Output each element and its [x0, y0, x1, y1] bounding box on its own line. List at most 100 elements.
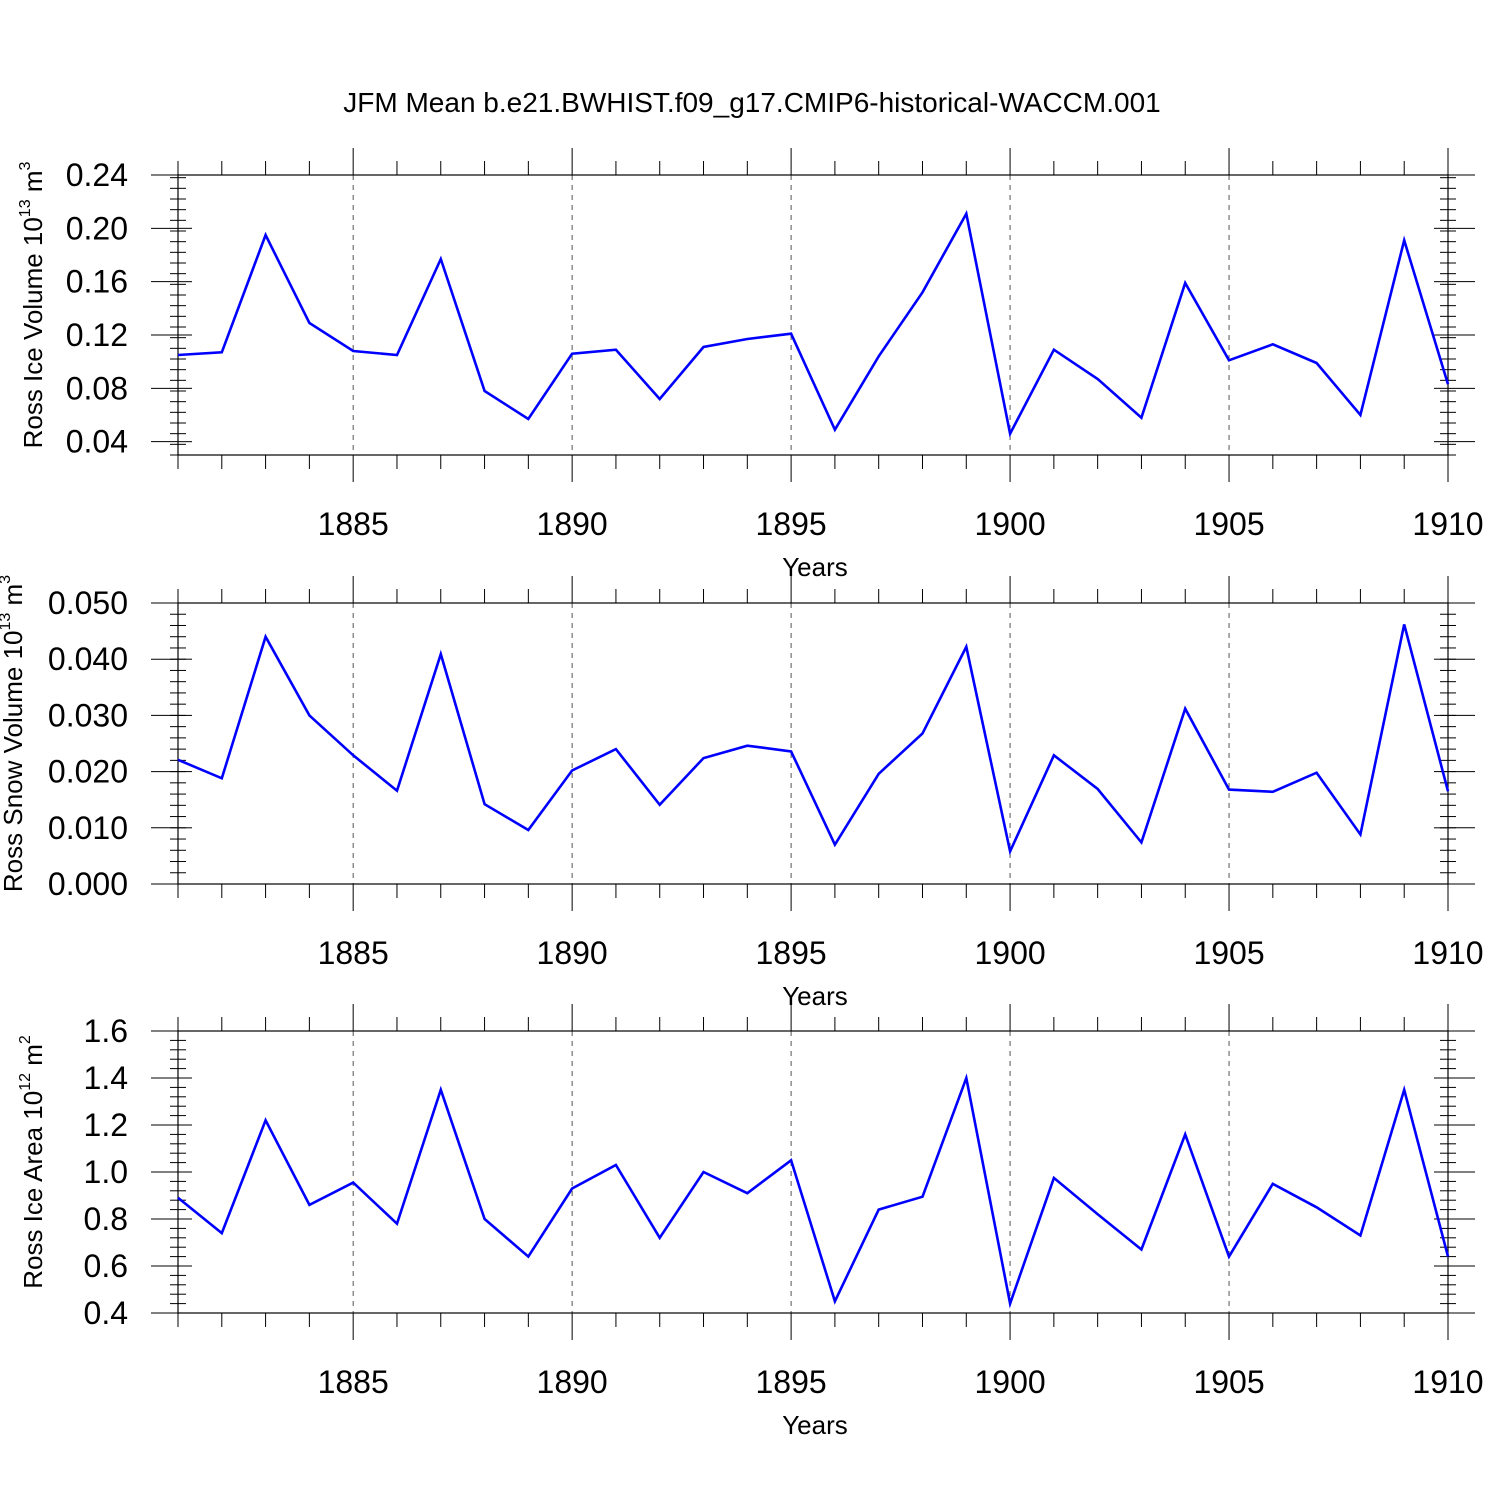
data-point: [659, 804, 660, 805]
y-axis-label-unit: m: [18, 1044, 48, 1073]
y-axis-label-unit-power: 2: [17, 1035, 34, 1044]
data-point: [922, 733, 923, 734]
data-point: [1404, 624, 1405, 625]
data-point: [791, 333, 792, 334]
data-point: [1185, 1134, 1186, 1135]
y-axis-label-unit: m: [18, 170, 48, 199]
data-point: [309, 323, 310, 324]
data-point: [834, 429, 835, 430]
data-point: [1053, 349, 1054, 350]
data-point: [747, 745, 748, 746]
data-point: [1097, 379, 1098, 380]
y-axis-label-text: Ross Ice Area 10: [18, 1091, 48, 1289]
x-tick-label: 1910: [1412, 1364, 1483, 1400]
data-point: [1010, 433, 1011, 434]
data-point: [791, 751, 792, 752]
x-tick-label: 1900: [974, 935, 1045, 971]
x-tick-label: 1885: [318, 1364, 389, 1400]
x-axis-label: Years: [782, 1410, 848, 1440]
data-point: [440, 654, 441, 655]
x-tick-label: 1890: [537, 506, 608, 542]
data-point: [1448, 1256, 1449, 1257]
y-tick-label: 0.6: [84, 1248, 128, 1284]
plot-frame: [177, 174, 1449, 456]
y-tick-label: 1.2: [84, 1107, 128, 1143]
y-tick-label: 0.000: [48, 866, 128, 902]
x-axis-label: Years: [782, 552, 848, 582]
y-tick-label: 0.24: [66, 157, 128, 193]
y-axis-label-text: Ross Snow Volume 10: [0, 631, 28, 893]
data-point: [396, 355, 397, 356]
y-axis-label: Ross Snow Volume 1013 m3: [0, 575, 28, 892]
series-line: [177, 624, 1450, 856]
chart-panel-3: 0.4 0.6 0.8 1.0 1.2 1.4 1.6 1885 1890 1895 1900 190…: [17, 1004, 1484, 1440]
x-axis-label: Years: [782, 981, 848, 1011]
data-point: [1360, 415, 1361, 416]
data-point: [572, 353, 573, 354]
data-point: [1404, 240, 1405, 241]
y-tick-label: 0.08: [66, 370, 128, 406]
data-point: [396, 1223, 397, 1224]
data-point: [1097, 789, 1098, 790]
data-point: [309, 1204, 310, 1205]
y-axis-label-text: Ross Ice Volume 10: [18, 217, 48, 448]
data-point: [966, 1078, 967, 1079]
x-tick-label: 1900: [974, 1364, 1045, 1400]
data-point: [878, 1209, 879, 1210]
data-point: [659, 399, 660, 400]
data-point: [791, 1160, 792, 1161]
y-tick-label: 1.0: [84, 1154, 128, 1190]
plot-frame: [177, 602, 1449, 885]
chart-panels: 0.04 0.08 0.12 0.16 0.20 0.24 1885 1890 1895 1900…: [0, 148, 1484, 1440]
data-point: [659, 1237, 660, 1238]
data-point: [1316, 772, 1317, 773]
data-point: [615, 1164, 616, 1165]
series-line: [177, 209, 1450, 438]
data-point: [353, 351, 354, 352]
data-point: [1141, 417, 1142, 418]
x-tick-label: 1890: [537, 935, 608, 971]
data-point: [309, 715, 310, 716]
data-point: [528, 1256, 529, 1257]
data-point: [572, 1188, 573, 1189]
x-tick-label: 1885: [318, 935, 389, 971]
data-point: [1272, 344, 1273, 345]
y-axis-label: Ross Ice Area 1012 m2: [17, 1035, 48, 1289]
data-point: [440, 1089, 441, 1090]
x-tick-label: 1890: [537, 1364, 608, 1400]
data-point: [1097, 1214, 1098, 1215]
data-point: [834, 844, 835, 845]
data-point: [353, 755, 354, 756]
data-point: [528, 419, 529, 420]
data-point: [615, 749, 616, 750]
series-line: [177, 1073, 1450, 1309]
data-point: [922, 292, 923, 293]
x-tick-label: 1905: [1193, 935, 1264, 971]
y-axis-label-exponent: 13: [17, 199, 34, 217]
data-point: [265, 1120, 266, 1121]
data-point: [703, 347, 704, 348]
y-tick-label: 0.8: [84, 1201, 128, 1237]
data-point: [396, 790, 397, 791]
data-point: [1316, 1207, 1317, 1208]
x-tick-label: 1895: [756, 506, 827, 542]
y-axis-label-exponent: 12: [17, 1073, 34, 1091]
data-point: [966, 646, 967, 647]
data-point: [1229, 1256, 1230, 1257]
data-point: [484, 804, 485, 805]
data-point: [878, 773, 879, 774]
data-point: [966, 213, 967, 214]
chart-panel-2: 0.000 0.010 0.020 0.030 0.040 0.050 1885 1890 18…: [0, 575, 1484, 1011]
data-point: [615, 349, 616, 350]
data-point: [221, 1233, 222, 1234]
data-point: [178, 355, 179, 356]
data-point: [1141, 842, 1142, 843]
data-point: [484, 1219, 485, 1220]
data-point: [1404, 1089, 1405, 1090]
y-tick-label: 1.4: [84, 1060, 128, 1096]
x-tick-label: 1900: [974, 506, 1045, 542]
y-tick-label: 0.030: [48, 697, 128, 733]
data-point: [703, 1172, 704, 1173]
data-point: [440, 259, 441, 260]
